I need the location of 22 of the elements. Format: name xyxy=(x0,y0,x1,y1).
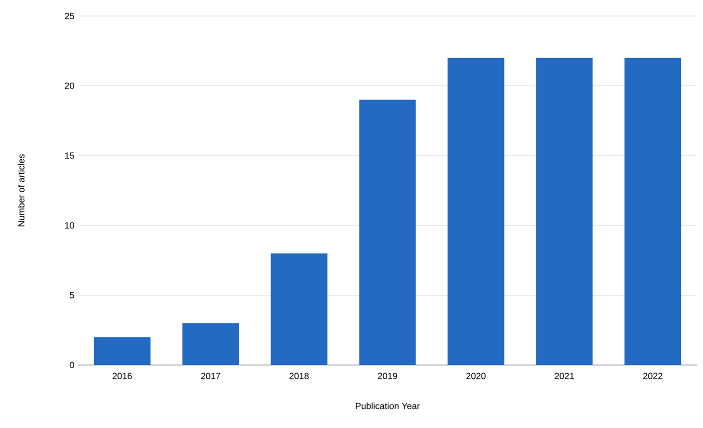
y-tick-label: 20 xyxy=(64,82,74,89)
x-tick-label: 2016 xyxy=(112,372,132,380)
y-tick-label: 10 xyxy=(65,222,74,229)
y-tick-label: 5 xyxy=(70,292,74,298)
bar xyxy=(536,58,593,365)
bar xyxy=(270,253,328,365)
bar xyxy=(448,58,504,365)
y-tick-label: 0 xyxy=(70,362,74,368)
x-tick-label: 2017 xyxy=(201,372,220,380)
x-tick-label: 2019 xyxy=(378,372,398,380)
x-axis-title: Publication Year xyxy=(356,402,420,410)
y-tick-label: 15 xyxy=(65,152,74,159)
x-tick-label: 2021 xyxy=(554,372,574,380)
x-tick-label: 2020 xyxy=(466,372,486,380)
bar xyxy=(359,100,416,365)
y-axis-title: Number of articles xyxy=(18,154,24,226)
x-tick-label: 2018 xyxy=(290,372,309,380)
bar xyxy=(182,323,239,365)
x-tick-label: 2022 xyxy=(643,372,662,380)
bar xyxy=(94,337,151,365)
y-tick-label: 25 xyxy=(64,12,74,20)
bar xyxy=(624,58,682,365)
